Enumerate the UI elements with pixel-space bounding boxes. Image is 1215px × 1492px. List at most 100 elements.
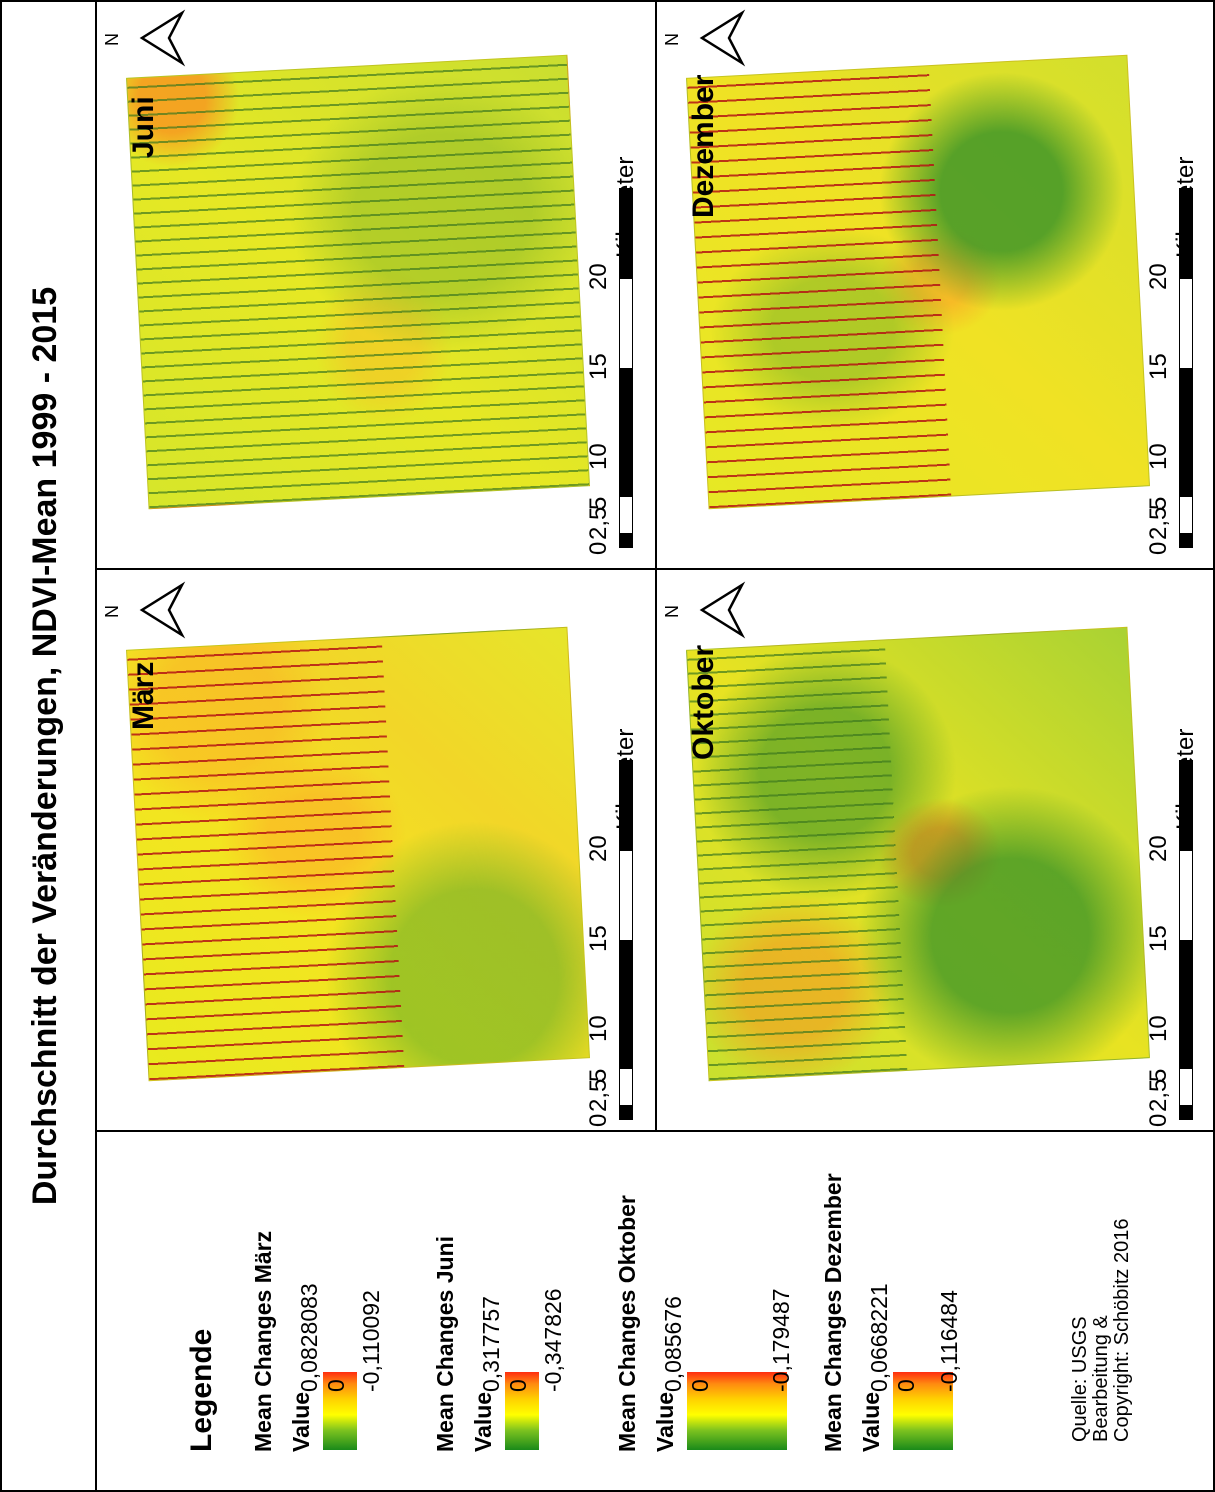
scalebar-segment <box>1180 1068 1192 1105</box>
scale-tick: 5 <box>1145 1068 1172 1082</box>
legend-mid-oktober: 0 <box>687 1379 713 1392</box>
legend-value-label: Value <box>652 1391 678 1452</box>
legend-min-dezember: -0,116484 <box>936 1290 962 1392</box>
source-line: Bearbeitung & <box>1090 1315 1112 1442</box>
panel-dezember: Dezember N 0 2,5 5 10 15 20 Kilometer <box>657 0 1215 558</box>
panel-col-divider <box>655 0 657 1131</box>
scale-tick: 15 <box>585 925 612 952</box>
scalebar-segment <box>1180 532 1192 547</box>
scalebar-segment <box>620 496 632 533</box>
legend-max-oktober: 0,085676 <box>660 1296 686 1392</box>
scale-tick: 0 <box>585 541 612 555</box>
scale-tick: 2,5 <box>585 1078 612 1112</box>
north-arrow-maerz <box>137 570 187 640</box>
scalebar-segment <box>620 532 632 547</box>
scale-tick: 0 <box>1145 541 1172 555</box>
panel-title-maerz: März <box>127 661 160 730</box>
north-arrow-icon <box>139 581 186 639</box>
scale-tick: 0 <box>585 1113 612 1127</box>
scale-tick: 5 <box>1145 496 1172 510</box>
scale-tick: 15 <box>1145 925 1172 952</box>
scale-unit: Kilometer <box>1172 728 1199 830</box>
legend-heading-oktober: Mean Changes Oktober <box>614 1195 640 1452</box>
legend-max-dezember: 0,0668221 <box>866 1283 892 1392</box>
scale-unit: Kilometer <box>612 156 639 258</box>
scalebar-segment <box>620 457 632 497</box>
scale-tick: 20 <box>585 263 612 290</box>
north-arrow-juni <box>137 0 187 68</box>
scale-tick: 5 <box>585 1068 612 1082</box>
north-arrow-dezember <box>697 0 747 68</box>
scalebar-segment <box>620 1068 632 1105</box>
scale-tick: 2,5 <box>585 506 612 540</box>
legend-value-label: Value <box>288 1391 314 1452</box>
scalebar-segment <box>1180 1104 1192 1119</box>
legend-min-juni: -0,347826 <box>540 1288 566 1392</box>
legend-value-label: Value <box>470 1391 496 1452</box>
legend-mid-dezember: 0 <box>893 1379 919 1392</box>
legend-min-maerz: -0,110092 <box>358 1290 384 1392</box>
panel-maerz: März N 0 2,5 5 10 15 20 Kilometer <box>97 570 655 1130</box>
legend-mid-juni: 0 <box>505 1379 531 1392</box>
panel-oktober: Oktober N 0 2,5 5 10 15 20 Kilometer <box>657 570 1215 1130</box>
panel-juni: Juni N 0 2,5 5 10 15 20 Kilometer <box>97 0 655 558</box>
scale-tick: 10 <box>585 1015 612 1042</box>
scalebar-segment <box>1180 1029 1192 1069</box>
scalebar-segment <box>1180 457 1192 497</box>
scalebar-segment <box>620 1029 632 1069</box>
legend-heading-dezember: Mean Changes Dezember <box>820 1173 846 1452</box>
scale-tick: 20 <box>1145 835 1172 862</box>
north-arrow-icon <box>139 9 186 67</box>
satellite-image-juni <box>125 54 591 510</box>
scalebar-segment <box>1180 368 1192 458</box>
satellite-image-maerz <box>125 626 591 1082</box>
scale-tick: 0 <box>1145 1113 1172 1127</box>
scale-tick: 10 <box>1145 443 1172 470</box>
source-line: Copyright: Schöbitz 2016 <box>1111 1218 1133 1442</box>
scale-tick: 10 <box>1145 1015 1172 1042</box>
legend-max-juni: 0,317757 <box>478 1296 504 1392</box>
map-title: Durchschnitt der Veränderungen, NDVI-Mea… <box>26 286 64 1206</box>
scale-tick: 20 <box>1145 263 1172 290</box>
scale-tick: 10 <box>585 443 612 470</box>
satellite-image-dezember <box>685 54 1151 510</box>
scalebar-segment <box>1180 496 1192 533</box>
north-arrow-icon <box>699 581 746 639</box>
panel-title-juni: Juni <box>127 96 160 158</box>
scalebar-segment <box>620 278 632 369</box>
scalebar-segment <box>620 940 632 1030</box>
panel-title-oktober: Oktober <box>687 644 720 760</box>
scalebar-segment <box>620 368 632 458</box>
source-line: Quelle: USGS <box>1069 1316 1091 1442</box>
legend-divider <box>95 1130 1215 1132</box>
scale-tick: 15 <box>585 353 612 380</box>
title-divider <box>95 0 97 1492</box>
scalebar-segment <box>1180 850 1192 941</box>
scalebar-segment <box>620 1104 632 1119</box>
scale-tick: 2,5 <box>1145 506 1172 540</box>
north-label-juni: N <box>102 33 122 46</box>
legend-title: Legende <box>185 1328 218 1452</box>
scale-tick: 20 <box>585 835 612 862</box>
north-arrow-icon <box>699 9 746 67</box>
scalebar-segment <box>620 850 632 941</box>
legend-max-maerz: 0,0828083 <box>296 1283 322 1392</box>
legend-value-label: Value <box>858 1391 884 1452</box>
legend-heading-maerz: Mean Changes März <box>250 1230 276 1452</box>
scale-unit: Kilometer <box>1172 156 1199 258</box>
scale-tick: 5 <box>585 496 612 510</box>
scale-unit: Kilometer <box>612 728 639 830</box>
legend-mid-maerz: 0 <box>323 1379 349 1392</box>
north-label-dezember: N <box>662 33 682 46</box>
scale-tick: 2,5 <box>1145 1078 1172 1112</box>
north-label-maerz: N <box>102 605 122 618</box>
scalebar-segment <box>1180 940 1192 1030</box>
panel-title-dezember: Dezember <box>687 74 720 218</box>
north-label-oktober: N <box>662 605 682 618</box>
legend-heading-juni: Mean Changes Juni <box>432 1236 458 1452</box>
scale-tick: 15 <box>1145 353 1172 380</box>
north-arrow-oktober <box>697 570 747 640</box>
